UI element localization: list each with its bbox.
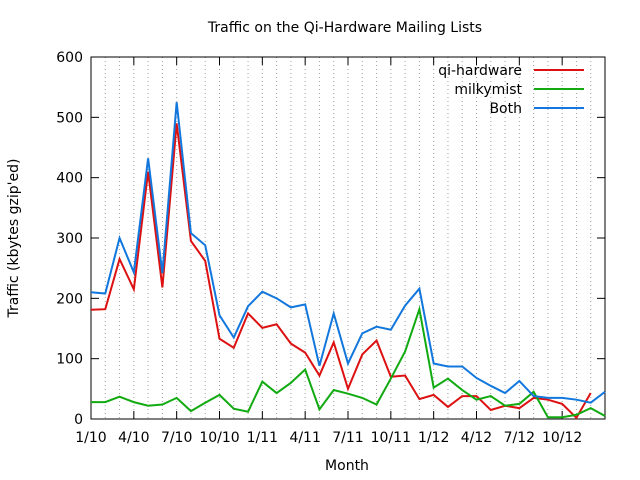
x-tick-label: 10/12 <box>542 430 582 446</box>
x-tick-label: 4/11 <box>289 430 320 446</box>
y-axis-label: Traffic (kbytes gzip'ed) <box>6 159 22 319</box>
chart-title: Traffic on the Qi-Hardware Mailing Lists <box>207 20 482 36</box>
x-tick-label: 4/12 <box>461 430 492 446</box>
x-tick-label: 1/11 <box>247 430 278 446</box>
legend-label: milkymist <box>454 82 522 98</box>
y-tick-label: 200 <box>56 291 83 307</box>
y-tick-label: 600 <box>56 50 83 66</box>
y-tick-label: 500 <box>56 110 83 126</box>
x-tick-label: 7/10 <box>161 430 192 446</box>
legend: qi-hardware milkymist Both <box>438 63 584 117</box>
series-lines <box>90 102 606 420</box>
x-tick-label: 7/11 <box>332 430 363 446</box>
legend-label: qi-hardware <box>438 63 522 79</box>
x-tick-label: 1/10 <box>75 430 106 446</box>
x-tick-label: 4/10 <box>118 430 149 446</box>
axis-ticks: 0 100 200 300 400 500 600 1/10 4/10 7/10 10/10 1/11… <box>56 50 605 446</box>
x-tick-label: 10/11 <box>371 430 411 446</box>
y-tick-label: 0 <box>74 412 83 428</box>
series-line-qi-hardware <box>90 123 592 420</box>
x-tick-label: 7/12 <box>504 430 535 446</box>
series-line-milkymist <box>91 305 606 419</box>
x-tick-label: 1/12 <box>418 430 449 446</box>
y-tick-label: 400 <box>56 171 83 187</box>
x-axis-label: Month <box>325 458 369 474</box>
y-tick-label: 300 <box>56 231 83 247</box>
y-tick-label: 100 <box>56 352 83 368</box>
x-tick-label: 10/10 <box>199 430 239 446</box>
legend-label: Both <box>489 101 522 117</box>
series-line-both <box>90 102 606 404</box>
grid-lines <box>104 57 592 419</box>
